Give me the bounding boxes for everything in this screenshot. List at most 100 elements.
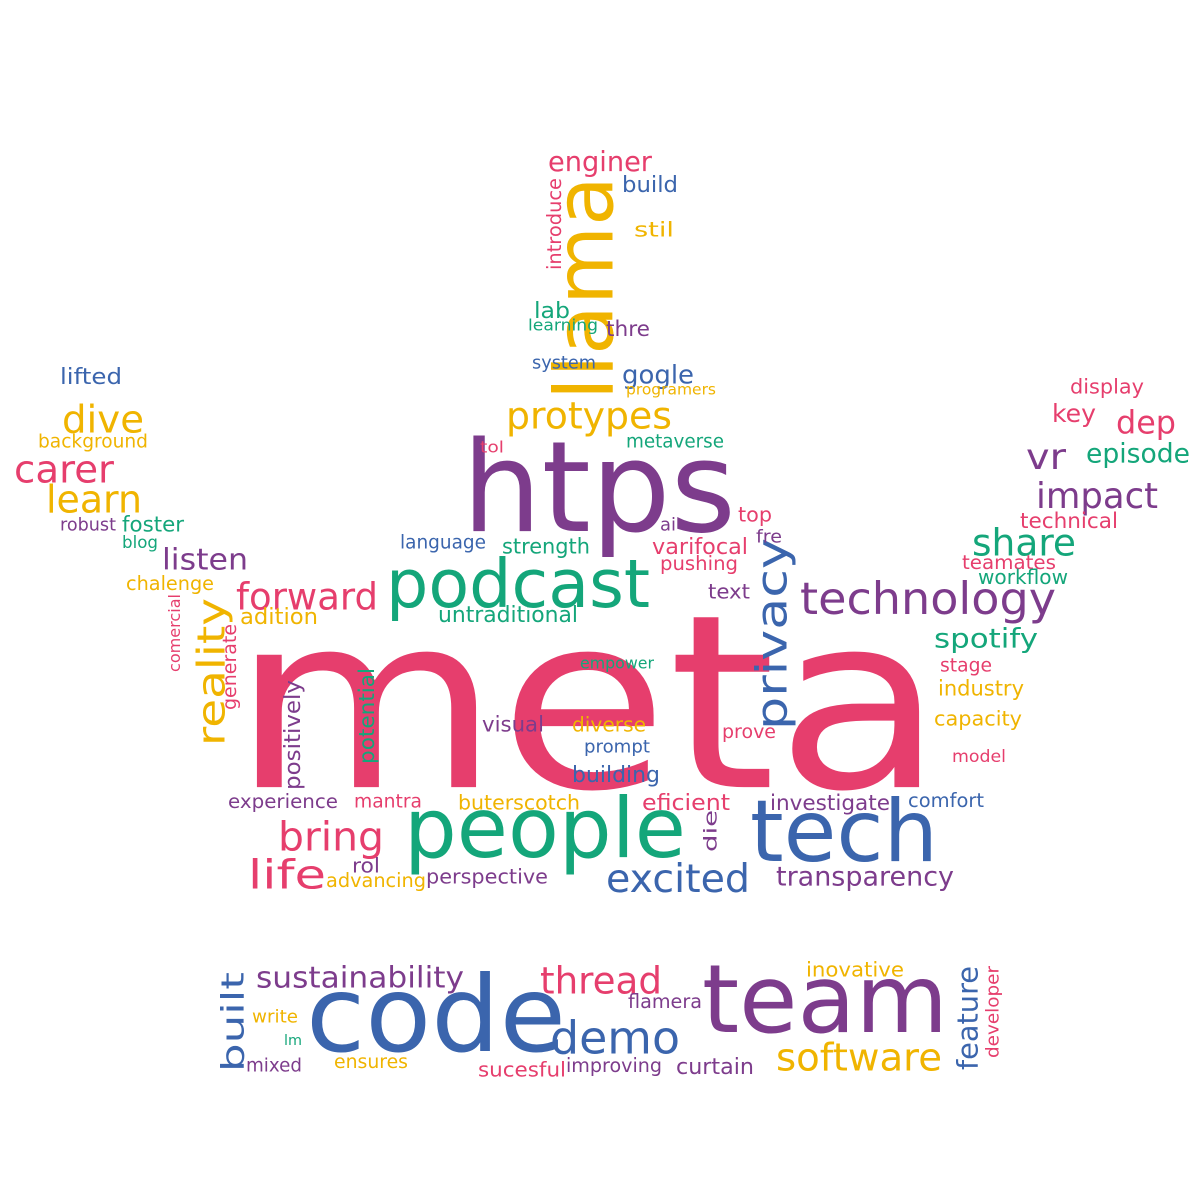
word-foster: foster [122, 513, 184, 538]
word-meta: meta [232, 563, 944, 845]
word-buterscotch: buterscotch [458, 790, 580, 814]
word-varifocal: varifocal [652, 534, 748, 560]
word-learn: learn [46, 478, 142, 522]
word-comercial: comercial [165, 594, 184, 672]
word-demo: demo [550, 1011, 680, 1065]
word-top: top [738, 503, 772, 527]
word-bring: bring [278, 814, 384, 861]
word-diverse: diverse [572, 712, 646, 736]
word-improving: improving [566, 1054, 662, 1077]
word-programers: programers [626, 381, 716, 399]
word-eficient: eficient [642, 790, 730, 816]
word-learning: learning [528, 316, 598, 335]
word-advancing: advancing [326, 869, 426, 892]
word-technical: technical [1020, 509, 1118, 534]
word-software: software [776, 1036, 942, 1080]
word-dive: dive [62, 398, 144, 442]
word-gogle: gogle [622, 360, 694, 390]
word-capacity: capacity [934, 707, 1022, 731]
word-fre: fre [756, 527, 782, 548]
word-forward: forward [236, 575, 378, 618]
word-sucesful: sucesful [478, 1057, 566, 1081]
word-enginer: enginer [548, 147, 653, 178]
word-comfort: comfort [908, 789, 984, 812]
word-lm: lm [284, 1033, 302, 1049]
word-robust: robust [60, 515, 116, 535]
word-inovative: inovative [806, 957, 904, 981]
word-system: system [532, 353, 596, 373]
word-prove: prove [722, 721, 776, 743]
word-mixed: mixed [246, 1056, 302, 1077]
word-untraditional: untraditional [438, 603, 578, 628]
word-sustainability: sustainability [256, 961, 464, 995]
word-lab: lab [534, 298, 570, 324]
word-feature: feature [950, 966, 984, 1070]
word-dep: dep [1116, 405, 1176, 442]
word-life: life [248, 852, 326, 899]
word-experience: experience [228, 790, 338, 813]
word-code: code [306, 953, 566, 1076]
word-pushing: pushing [660, 552, 738, 575]
word-key: key [1052, 399, 1096, 428]
word-listen: listen [162, 543, 248, 577]
word-tech: tech [750, 782, 938, 882]
word-spotify: spotify [934, 624, 1038, 655]
word-podcast: podcast [386, 545, 650, 623]
word-htps: htps [462, 415, 736, 561]
word-prompt: prompt [584, 737, 650, 758]
word-potential: potential [355, 668, 380, 764]
word-write: write [252, 1007, 298, 1028]
word-reality: reality [190, 598, 234, 746]
word-chalenge: chalenge [126, 572, 214, 595]
word-ensures: ensures [334, 1052, 408, 1073]
word-generate: generate [219, 624, 241, 710]
word-build: build [622, 172, 678, 198]
word-building: building [572, 763, 660, 788]
word-blog: blog [122, 532, 158, 552]
word-ai: ai [660, 515, 676, 536]
word-tol: tol [480, 438, 504, 457]
word-introduce: introduce [543, 178, 566, 270]
word-empower: empower [580, 654, 655, 673]
word-investigate: investigate [770, 791, 890, 816]
word-team: team [702, 946, 948, 1055]
word-curtain: curtain [676, 1054, 754, 1080]
word-text: text [708, 579, 750, 603]
word-model: model [952, 747, 1006, 767]
word-stage: stage [940, 656, 992, 677]
word-workflow: workflow [978, 565, 1068, 589]
word-industry: industry [938, 677, 1024, 701]
word-share: share [972, 521, 1076, 565]
word-stil: stil [634, 217, 674, 241]
word-carer: carer [14, 448, 114, 492]
word-thread: thread [540, 958, 662, 1002]
word-rol: rol [352, 853, 380, 877]
word-developer: developer [983, 965, 1004, 1058]
word-display: display [1070, 375, 1144, 399]
word-teamates: teamates [962, 551, 1056, 574]
word-built: built [215, 972, 251, 1072]
word-people: people [404, 780, 686, 877]
word-technology: technology [800, 572, 1056, 625]
word-background: background [38, 432, 148, 453]
word-privacy: privacy [747, 538, 797, 730]
word-excited: excited [606, 856, 750, 902]
word-metaverse: metaverse [626, 432, 724, 453]
word-lifted: lifted [60, 364, 122, 390]
word-impact: impact [1036, 476, 1158, 517]
word-mantra: mantra [354, 792, 422, 813]
word-perspective: perspective [426, 865, 548, 889]
word-episode: episode [1086, 439, 1190, 470]
word-transparency: transparency [776, 862, 954, 893]
word-strength: strength [502, 535, 590, 559]
word-language: language [400, 533, 486, 554]
word-vr: vr [1026, 437, 1066, 478]
word-llama: llama [538, 176, 632, 400]
word-positively: positively [280, 680, 306, 790]
word-die: die [701, 810, 722, 852]
word-thre: thre [606, 317, 650, 342]
word-visual: visual [482, 713, 544, 738]
word-adition: adition [240, 604, 318, 630]
